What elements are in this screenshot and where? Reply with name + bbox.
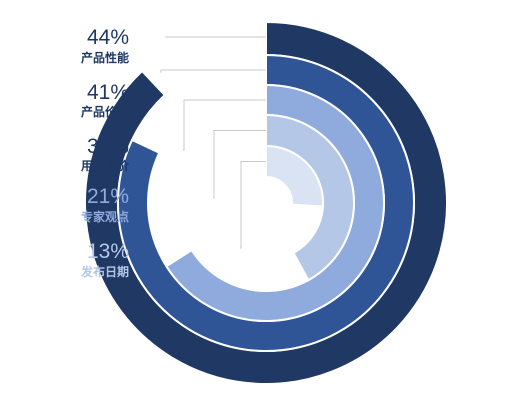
leader-line-user-reviews xyxy=(183,99,266,151)
leader-line-release-date xyxy=(240,161,266,249)
value-label-release-date: 13% xyxy=(86,240,129,263)
value-label-expert-opinion: 21% xyxy=(86,185,129,208)
category-label-release-date: 发布日期 xyxy=(80,265,129,279)
value-label-product-performance: 44% xyxy=(86,26,129,49)
value-label-product-price: 41% xyxy=(86,81,129,104)
radial-bar-release-date xyxy=(265,144,324,208)
category-label-expert-opinion: 专家观点 xyxy=(80,210,129,224)
leader-line-expert-opinion xyxy=(213,130,266,199)
category-label-product-price: 产品价格 xyxy=(80,105,129,119)
category-label-user-reviews: 用户评价 xyxy=(80,159,129,173)
leader-line-product-price xyxy=(160,69,266,73)
category-label-product-performance: 产品性能 xyxy=(80,51,129,65)
value-label-user-reviews: 33% xyxy=(86,135,129,158)
